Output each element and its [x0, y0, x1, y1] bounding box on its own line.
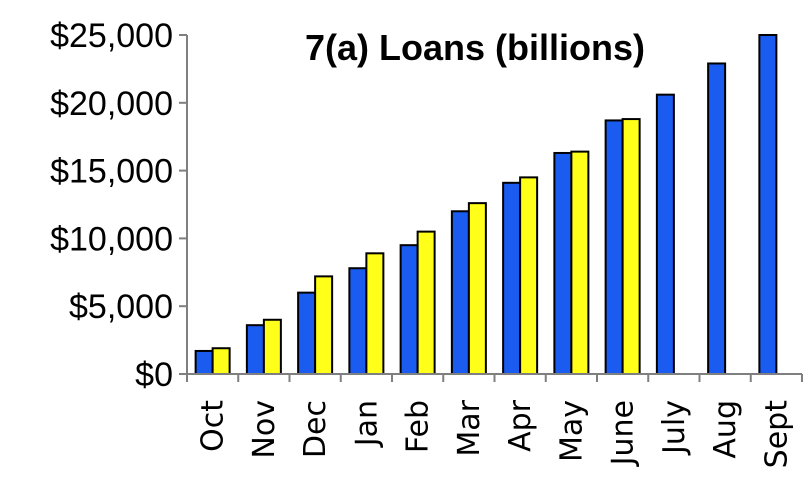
y-tick-label: $15,000: [50, 153, 173, 191]
bar-series-2-oct: [211, 347, 231, 375]
chart-title: 7(a) Loans (billions): [305, 27, 645, 68]
bar-series-1-dec: [297, 291, 317, 376]
bar-series-1-oct: [194, 349, 214, 375]
y-tick-label: $10,000: [50, 220, 173, 258]
bar-series-2-dec: [314, 275, 334, 376]
bar-series-1-june: [604, 119, 624, 376]
bar-series-1-jan: [348, 267, 368, 375]
bar-series-1-may: [553, 151, 573, 375]
x-tick-label: June: [606, 400, 641, 467]
x-tick-label: Sept: [759, 400, 794, 469]
y-tick-label: $0: [135, 356, 173, 394]
x-tick-label: Feb: [401, 400, 436, 453]
y-tick-label: $5,000: [69, 288, 173, 326]
bar-series-2-may: [570, 150, 590, 375]
bar-series-2-june: [621, 118, 641, 375]
x-tick-label: July: [657, 400, 692, 456]
x-tick-label: Jan: [349, 400, 384, 448]
x-tick-label: Aug: [708, 400, 743, 459]
y-tick-label: $20,000: [50, 85, 173, 123]
y-tick-label: $25,000: [50, 17, 173, 55]
bar-series-1-sept: [758, 34, 778, 375]
bar-series-1-apr: [502, 181, 522, 375]
x-tick-label: Nov: [247, 400, 282, 459]
bar-series-1-nov: [245, 324, 265, 375]
bar-series-1-july: [655, 93, 675, 375]
bar-series-1-mar: [450, 210, 470, 375]
bar-series-1-aug: [707, 62, 727, 375]
bar-series-1-feb: [399, 244, 419, 375]
bar-series-2-mar: [467, 202, 487, 375]
bar-series-2-nov: [262, 318, 282, 376]
x-axis-ticks: Oct Nov Dec Jan Feb Mar Apr May June July Aug Sept: [186, 374, 803, 469]
bars-layer: [194, 34, 778, 376]
x-tick-label: May: [554, 400, 589, 462]
bar-series-2-apr: [519, 176, 539, 375]
bar-series-2-jan: [365, 252, 385, 375]
bar-series-2-feb: [416, 230, 436, 375]
x-tick-label: Apr: [503, 399, 538, 452]
y-axis-ticks: $0 $5,000 $10,000 $15,000 $20,000 $25,000: [50, 17, 187, 394]
x-tick-label: Dec: [298, 400, 333, 458]
x-tick-label: Oct: [196, 400, 231, 452]
x-tick-label: Mar: [452, 399, 487, 456]
